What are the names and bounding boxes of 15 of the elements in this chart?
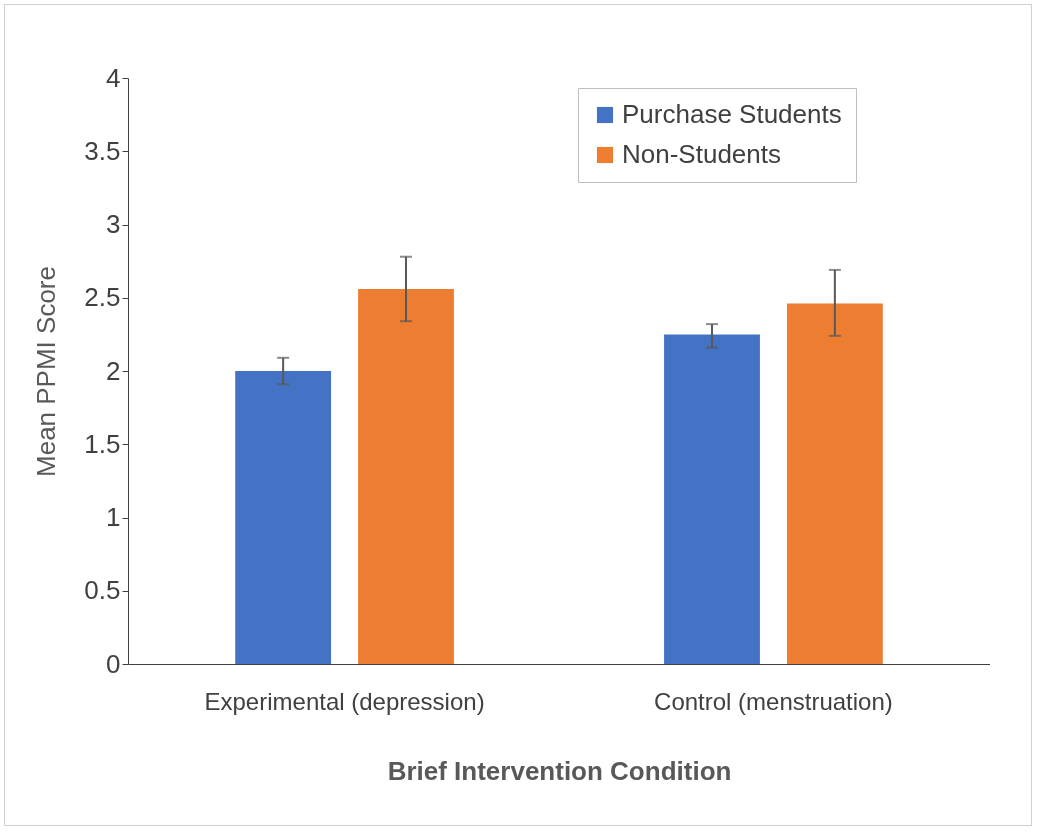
y-tick-label: 3.5 bbox=[84, 135, 121, 166]
x-tick-label: Experimental (depression) bbox=[204, 687, 485, 715]
legend-label: Non-Students bbox=[622, 139, 781, 169]
y-tick-label: 4 bbox=[106, 62, 121, 93]
y-tick-label: 3 bbox=[106, 209, 121, 239]
x-tick-label: Control (menstruation) bbox=[654, 687, 893, 715]
y-tick-label: 0.5 bbox=[84, 575, 121, 606]
y-tick-label: 2 bbox=[106, 355, 121, 386]
y-tick-label: 0 bbox=[106, 648, 121, 679]
y-axis-title: Mean PPMI Score bbox=[31, 266, 62, 477]
legend-label: Purchase Students bbox=[622, 99, 842, 129]
y-tick-label: 2.5 bbox=[84, 282, 121, 313]
y-tick-label: 1 bbox=[106, 502, 121, 532]
y-tick-label: 1.5 bbox=[84, 428, 121, 459]
x-axis-title: Brief Intervention Condition bbox=[387, 755, 732, 786]
